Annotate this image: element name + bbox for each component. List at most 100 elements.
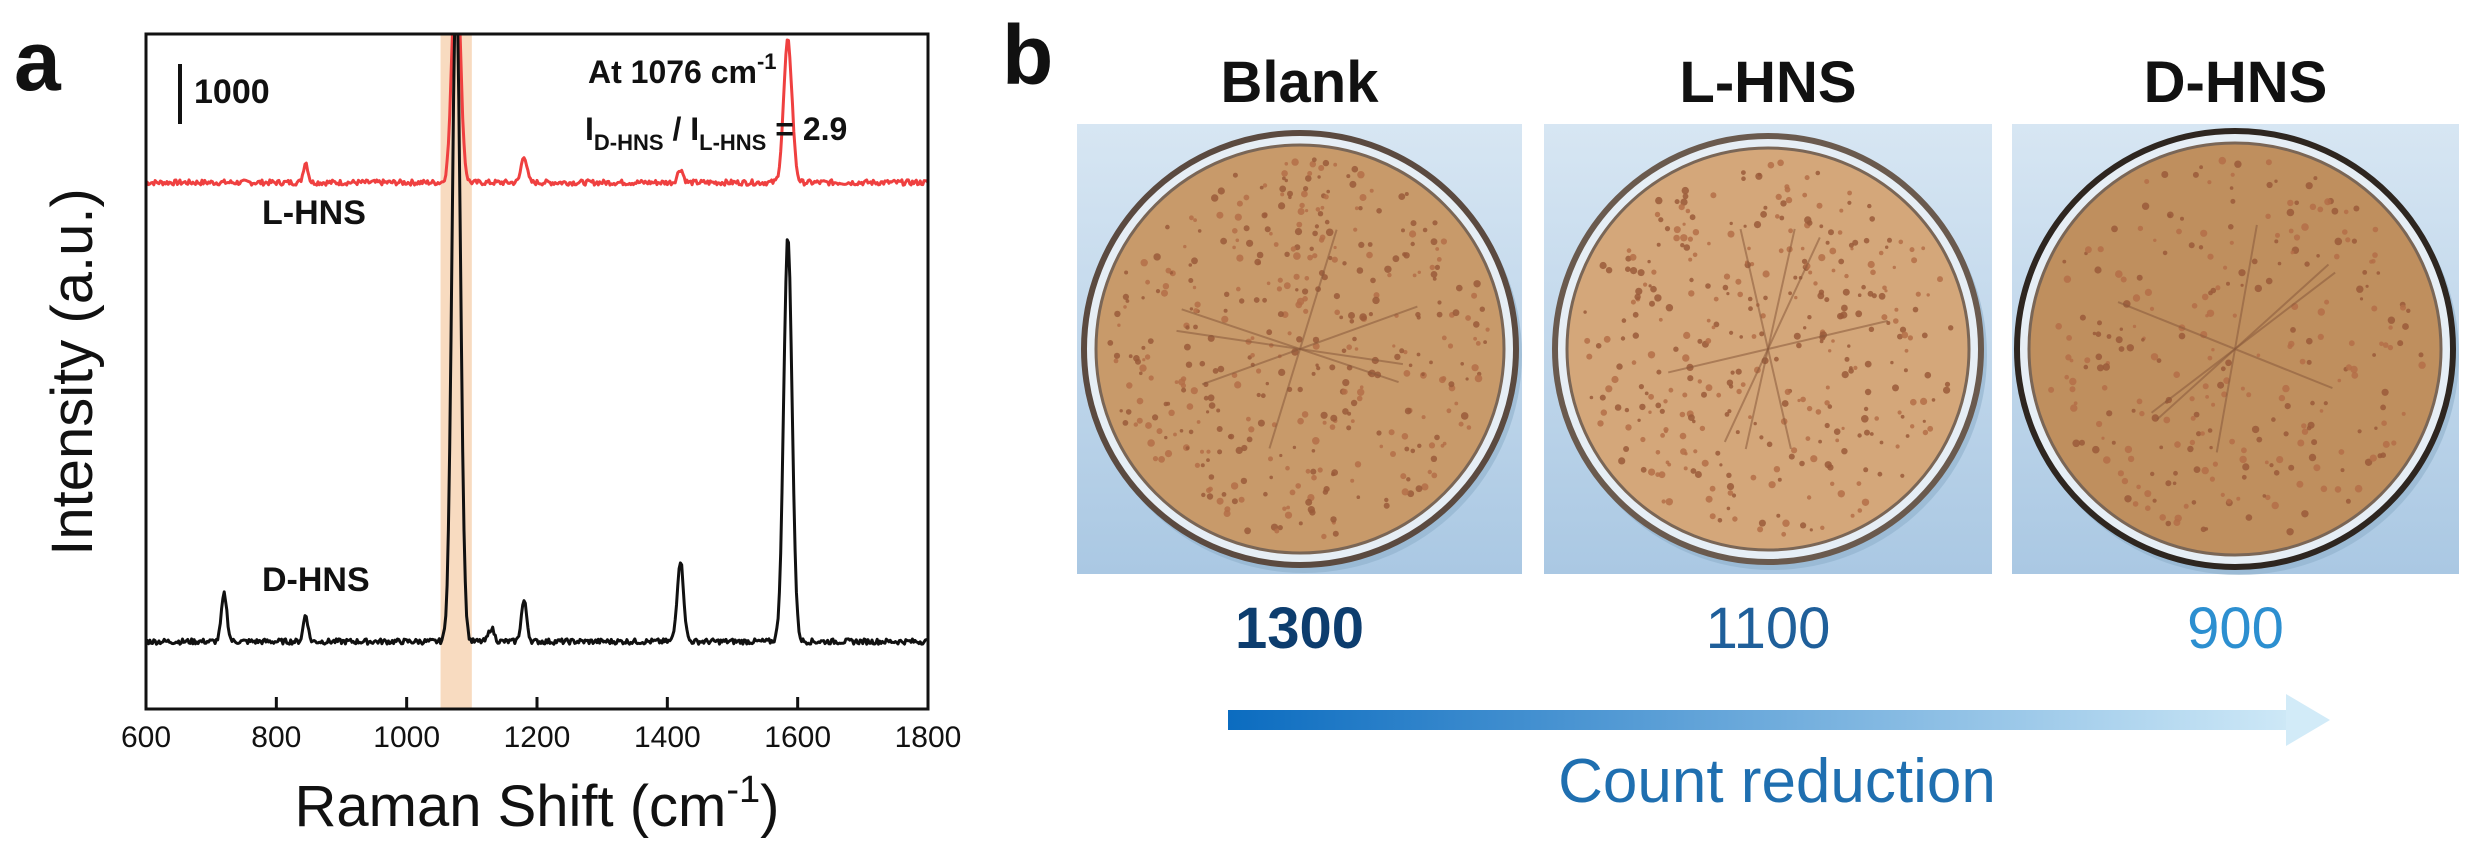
colony <box>1200 449 1204 454</box>
colony <box>1793 275 1798 280</box>
colony <box>1295 288 1299 292</box>
colony <box>1196 420 1201 424</box>
colony <box>2313 176 2318 181</box>
colony <box>2271 417 2276 422</box>
colony <box>1284 251 1290 257</box>
colony <box>1290 246 1297 252</box>
colony <box>2245 514 2253 521</box>
colony <box>1776 513 1781 518</box>
colony <box>2316 254 2320 258</box>
raman-chart: 600 800 1000 1200 1400 1600 1800 1000 At 1076 … <box>40 32 961 839</box>
colony <box>2271 501 2279 510</box>
colony <box>1855 310 1863 318</box>
colony <box>1262 183 1268 188</box>
colony <box>1430 455 1438 462</box>
colony <box>1224 291 1230 297</box>
series-line-l-hns <box>146 34 928 187</box>
colony <box>1818 289 1825 295</box>
colony <box>1331 256 1338 263</box>
colony <box>1144 354 1151 360</box>
colony <box>2211 402 2216 407</box>
colony <box>1117 323 1121 327</box>
colony <box>1656 242 1661 247</box>
colony <box>1456 284 1463 292</box>
colony <box>1791 447 1798 454</box>
colony <box>1436 257 1442 262</box>
colony <box>1421 372 1425 377</box>
colony <box>1719 463 1723 467</box>
colony <box>2069 377 2077 386</box>
colony <box>1113 358 1119 364</box>
panel-label-b: b <box>1002 8 1053 102</box>
colony <box>1153 253 1161 261</box>
colony <box>1278 202 1286 210</box>
colony <box>1430 271 1438 278</box>
colony <box>2095 353 2103 361</box>
colony <box>1354 347 1359 351</box>
count-reduction-arrow: Count reduction <box>1228 694 2330 816</box>
colony <box>1351 165 1359 173</box>
colony <box>2207 180 2212 185</box>
colony <box>1223 308 1228 313</box>
colony <box>2240 283 2244 287</box>
colony <box>1683 331 1691 339</box>
colony <box>1674 199 1680 205</box>
colony <box>2083 364 2089 370</box>
colony <box>1841 448 1848 455</box>
colony <box>1354 206 1359 211</box>
colony <box>1897 333 1903 340</box>
colony <box>1341 348 1347 354</box>
colony <box>2340 468 2345 473</box>
colony <box>2351 238 2357 244</box>
colony <box>1302 288 1309 295</box>
colony <box>2064 374 2069 380</box>
colony <box>2136 274 2143 281</box>
colony <box>2372 226 2379 233</box>
colony <box>2342 229 2348 235</box>
colony <box>1800 522 1807 529</box>
colony <box>1165 267 1172 274</box>
colony <box>2365 284 2369 288</box>
colony <box>2204 527 2209 531</box>
colony <box>2369 259 2374 264</box>
colony <box>1732 516 1738 522</box>
colony <box>1234 381 1242 389</box>
colony <box>1730 370 1735 375</box>
colony <box>2400 304 2406 311</box>
colony <box>1825 240 1830 245</box>
colony <box>1816 202 1823 209</box>
colony <box>1648 393 1654 400</box>
colony <box>1655 450 1661 455</box>
colony <box>1848 242 1854 248</box>
colony <box>2242 463 2250 471</box>
colony <box>1309 246 1314 251</box>
colony <box>1191 257 1198 265</box>
colony <box>1122 293 1129 300</box>
colony <box>2127 455 2135 463</box>
colony <box>2207 355 2213 361</box>
colony <box>2150 353 2159 361</box>
colony <box>1285 465 1290 471</box>
colony <box>1333 293 1340 300</box>
colony <box>1235 238 1240 243</box>
colony <box>2189 396 2195 402</box>
colony <box>1232 172 1238 178</box>
colony <box>1831 268 1836 273</box>
colony <box>2293 234 2301 241</box>
colony <box>1766 441 1773 448</box>
colony <box>1152 456 1159 462</box>
colony <box>1206 458 1210 462</box>
colony <box>1305 209 1309 213</box>
colony <box>2106 334 2112 339</box>
colony <box>1305 498 1313 506</box>
colony <box>1912 306 1919 313</box>
colony <box>1324 219 1330 225</box>
colony <box>1650 285 1657 293</box>
colony <box>1638 384 1644 390</box>
colony <box>1852 239 1859 246</box>
colony <box>1352 336 1357 342</box>
colony <box>1614 404 1622 411</box>
colony <box>2236 496 2241 501</box>
colony <box>1751 334 1757 339</box>
colony <box>1298 521 1303 526</box>
